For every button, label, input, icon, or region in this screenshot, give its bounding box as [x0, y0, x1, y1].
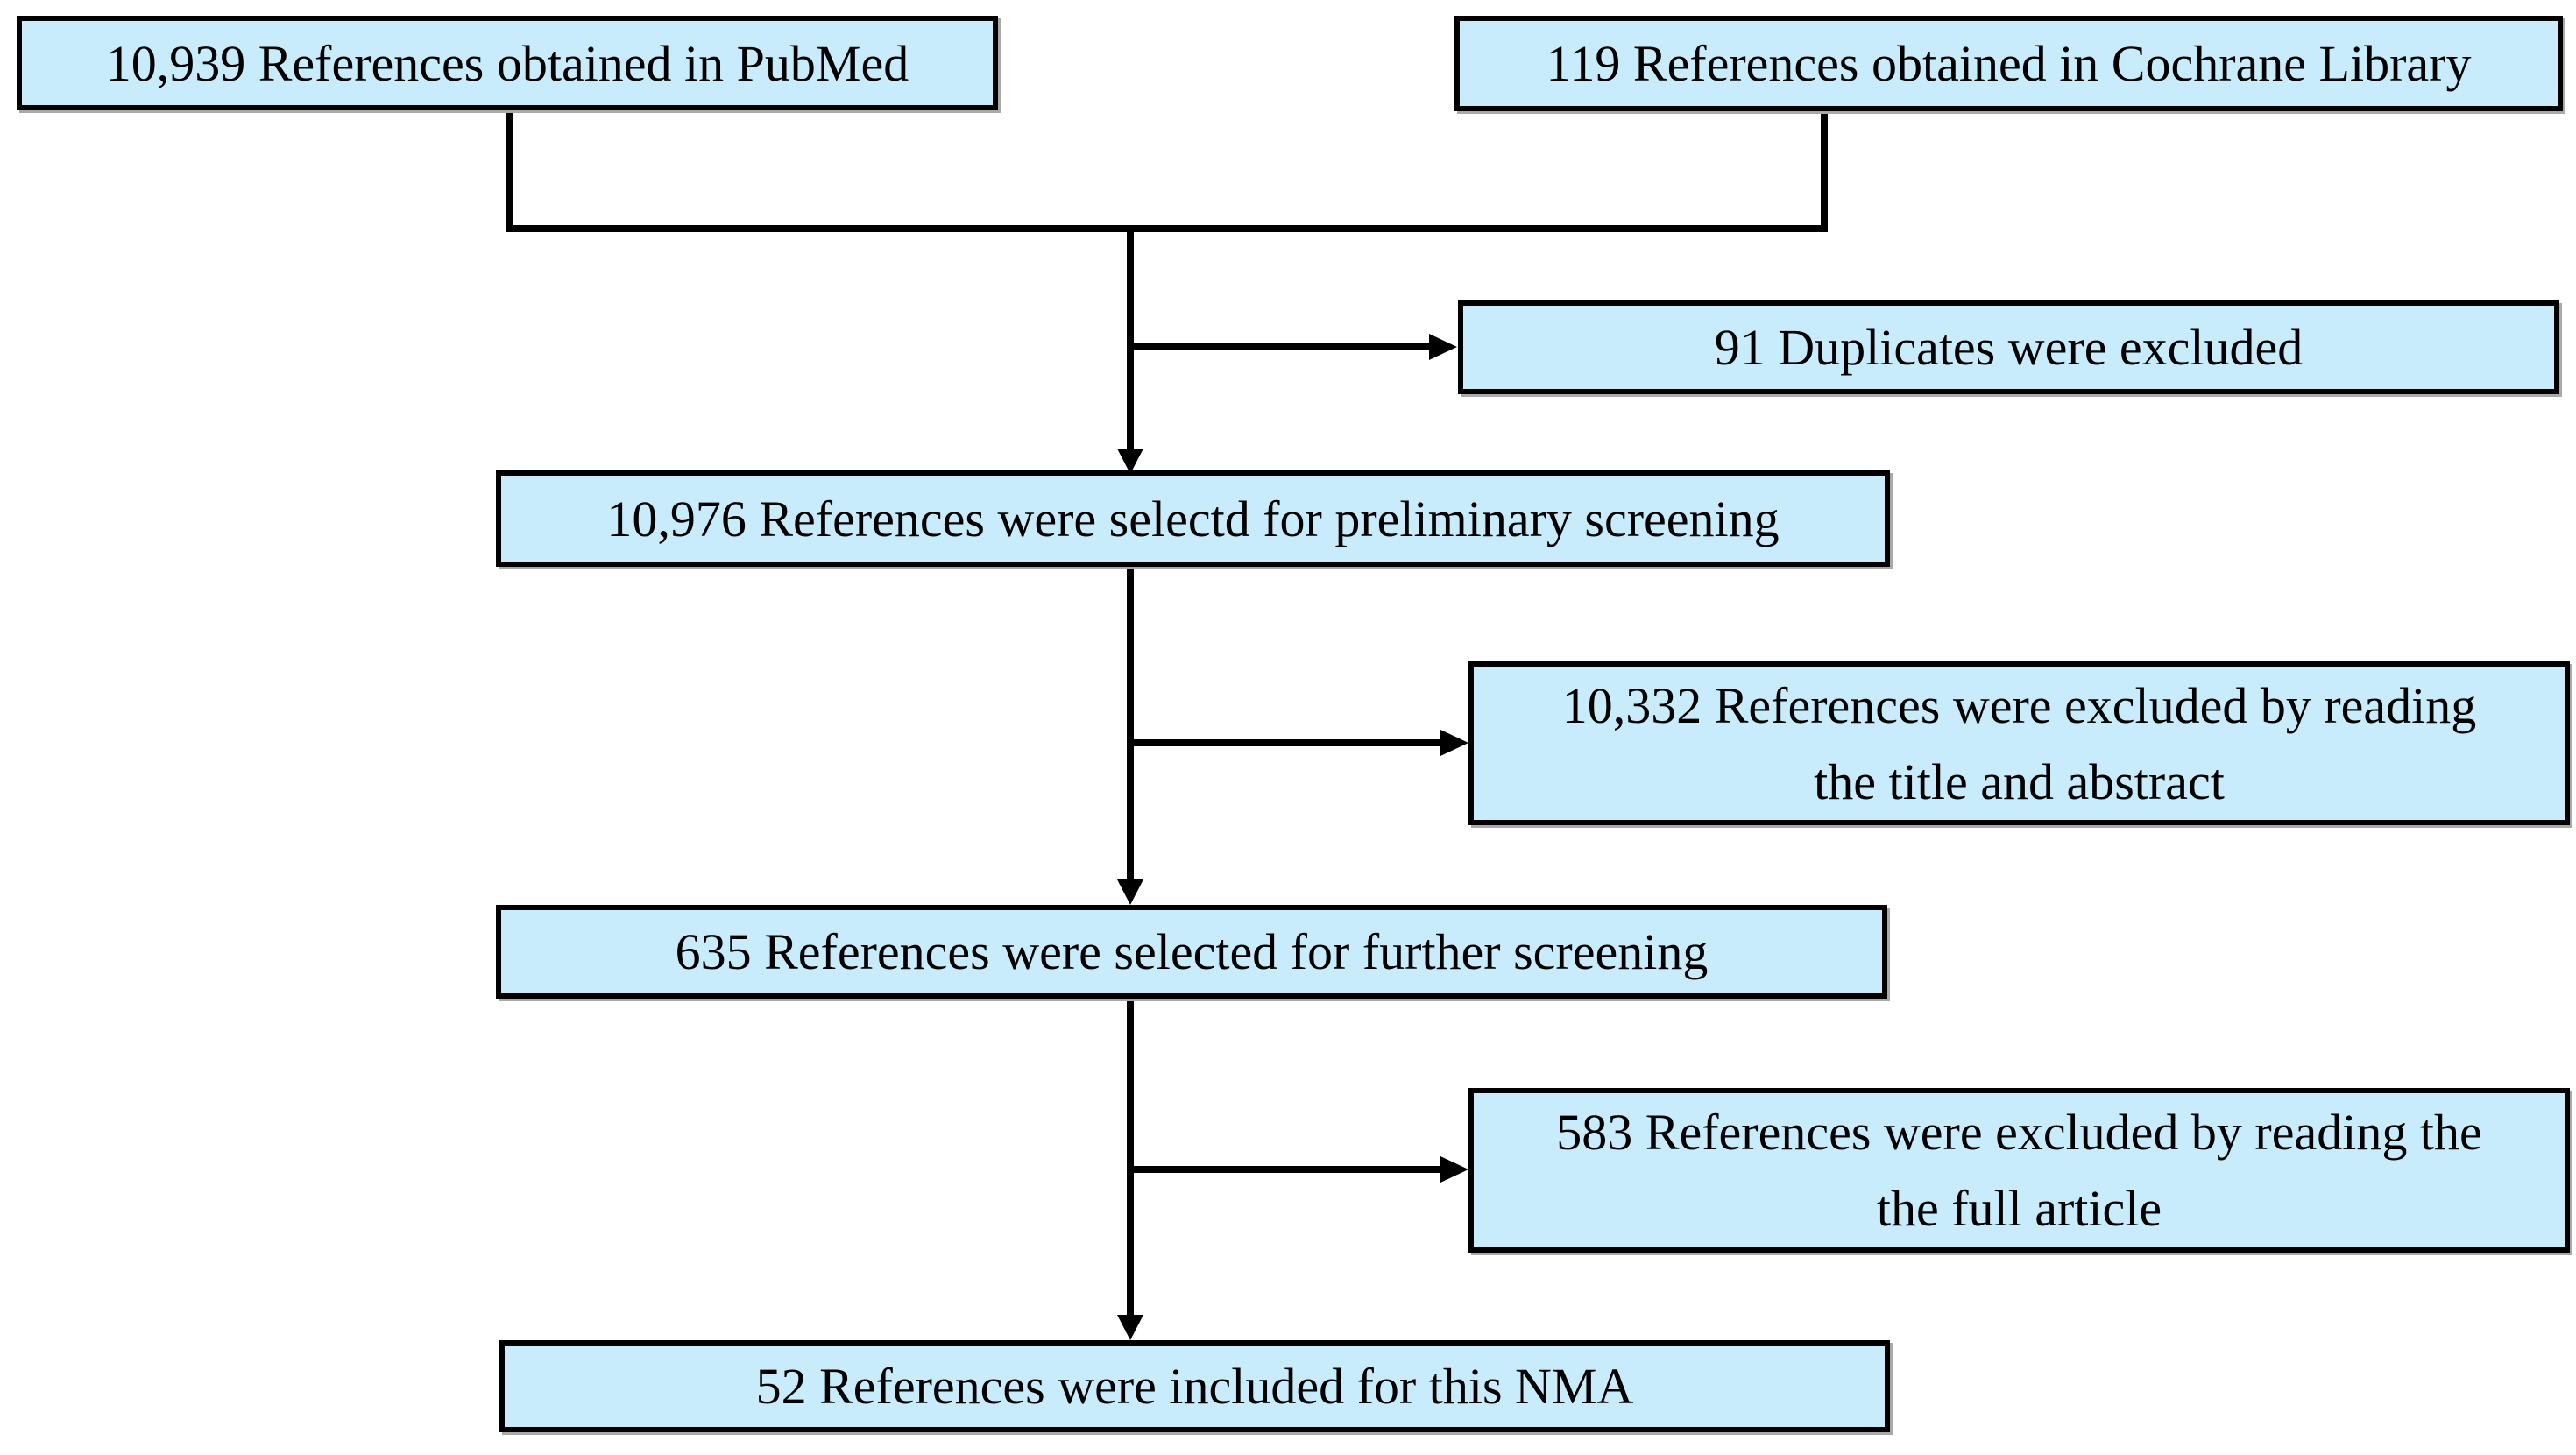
node-label: 91 Duplicates were excluded	[1714, 319, 2304, 376]
node-label: 119 References obtained in Cochrane Libr…	[1546, 35, 2472, 92]
node-label: 10,976 References were selectd for preli…	[606, 490, 1780, 547]
arrowhead-right-title-abstract	[1440, 730, 1468, 756]
arrowhead-down-included	[1117, 1315, 1143, 1340]
node-label: 52 References were included for this NMA	[755, 1358, 1634, 1415]
node-label: 635 References were selected for further…	[675, 923, 1709, 980]
arrowhead-right-duplicates	[1429, 334, 1457, 360]
node-pubmed-references: 10,939 References obtained in PubMed	[17, 16, 998, 110]
node-label-line1: 583 References were excluded by reading …	[1556, 1104, 2482, 1161]
node-label: 10,939 References obtained in PubMed	[105, 34, 909, 92]
node-duplicates-excluded: 91 Duplicates were excluded	[1458, 300, 2559, 394]
node-excluded-full-article: 583 References were excluded by reading …	[1468, 1088, 2570, 1253]
arrowhead-down-further	[1117, 879, 1143, 905]
node-label-line2: the title and abstract	[1814, 752, 2225, 810]
node-excluded-title-abstract: 10,332 References were excluded by readi…	[1468, 661, 2570, 825]
node-further-screening: 635 References were selected for further…	[496, 905, 1887, 999]
node-included-nma: 52 References were included for this NMA	[499, 1340, 1890, 1432]
node-preliminary-screening: 10,976 References were selectd for preli…	[496, 470, 1890, 567]
node-label-line2: the full article	[1876, 1180, 2162, 1237]
node-label-line1: 10,332 References were excluded by readi…	[1561, 676, 2477, 734]
node-cochrane-references: 119 References obtained in Cochrane Libr…	[1454, 16, 2563, 111]
connector-merge-sources	[506, 110, 1828, 232]
arrowhead-right-full-article	[1440, 1156, 1468, 1183]
